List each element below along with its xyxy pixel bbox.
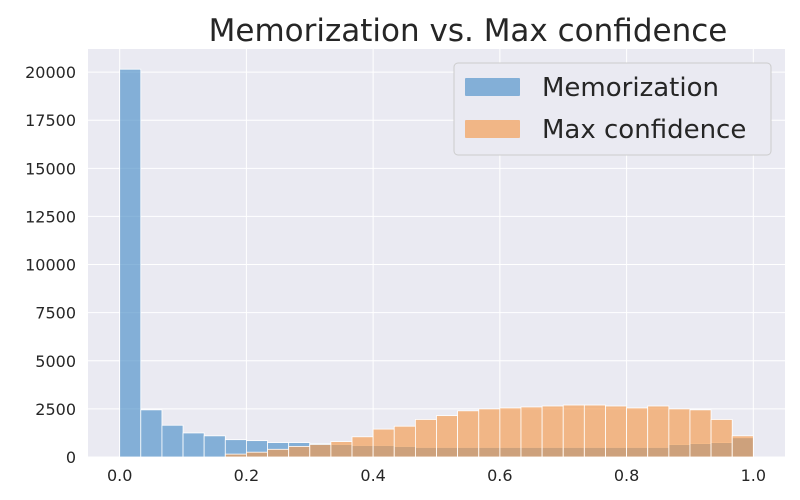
y-tick-label: 20000 [25, 63, 76, 82]
y-tick-label: 7500 [35, 304, 76, 323]
bar-memorization [140, 409, 163, 458]
x-tick-label: 1.0 [741, 466, 766, 485]
bar-max-confidence [457, 410, 480, 458]
bar-max-confidence [288, 446, 311, 458]
y-axis-ticks: 0 2500 5000 7500 10000 12500 15000 17500 20000 [25, 63, 76, 467]
bar-max-confidence [393, 425, 416, 458]
bar-max-confidence [372, 428, 395, 458]
bar-max-confidence [562, 404, 585, 458]
bar-memorization [203, 435, 226, 458]
bar-max-confidence [246, 451, 268, 458]
chart-title: Memorization vs. Max confidence [209, 13, 728, 49]
x-tick-label: 0.6 [487, 466, 512, 485]
x-tick-label: 0.8 [614, 466, 639, 485]
x-axis-ticks: 0.0 0.2 0.4 0.6 0.8 1.0 [107, 466, 766, 485]
x-tick-label: 0.2 [234, 466, 259, 485]
bar-max-confidence [267, 448, 290, 458]
bars [119, 68, 754, 458]
bar-max-confidence [520, 406, 543, 458]
bar-max-confidence [351, 436, 374, 458]
y-tick-label: 5000 [35, 352, 76, 371]
x-tick-label: 0.4 [360, 466, 385, 485]
y-tick-label: 12500 [25, 207, 76, 226]
bar-memorization [119, 68, 142, 458]
bar-max-confidence [668, 408, 691, 458]
bar-max-confidence [710, 419, 733, 458]
bar-max-confidence [626, 407, 649, 458]
legend-label-memorization: Memorization [542, 73, 719, 103]
legend-swatch-memorization [465, 78, 520, 96]
y-tick-label: 2500 [35, 400, 76, 419]
bar-max-confidence [414, 419, 437, 458]
y-tick-label: 0 [66, 448, 76, 467]
y-tick-label: 10000 [25, 256, 76, 275]
grid-lines [88, 49, 785, 458]
bar-max-confidence [731, 435, 754, 458]
bar-max-confidence [689, 409, 712, 458]
y-tick-label: 15000 [25, 159, 76, 178]
bar-max-confidence [309, 444, 332, 458]
bar-max-confidence [436, 415, 459, 458]
bar-max-confidence [647, 405, 670, 458]
bar-memorization [161, 424, 184, 458]
bar-memorization [182, 432, 205, 458]
bar-max-confidence [541, 405, 564, 458]
bar-max-confidence [224, 453, 247, 458]
bar-max-confidence [583, 404, 606, 458]
legend-label-max-confidence: Max confidence [542, 115, 746, 145]
bar-max-confidence [330, 441, 353, 458]
bar-max-confidence [478, 408, 501, 458]
bar-max-confidence [499, 407, 522, 458]
legend-box [453, 62, 772, 156]
y-tick-label: 17500 [25, 111, 76, 130]
bar-max-confidence [605, 405, 627, 458]
legend-swatch-max-confidence [465, 120, 520, 138]
legend: Memorization Max confidence [453, 62, 772, 156]
x-tick-label: 0.0 [107, 466, 132, 485]
